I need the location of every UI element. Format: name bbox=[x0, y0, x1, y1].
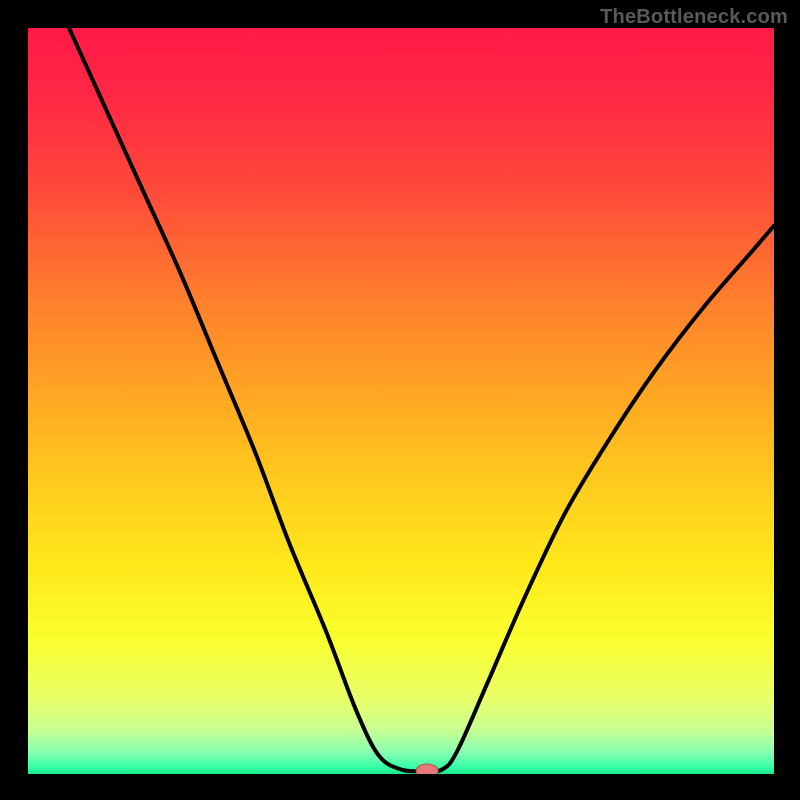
chart-container: { "watermark": { "text": "TheBottleneck.… bbox=[0, 0, 800, 800]
bottleneck-chart bbox=[0, 0, 800, 800]
watermark-text: TheBottleneck.com bbox=[600, 6, 788, 29]
gradient-plot-background bbox=[28, 28, 774, 774]
